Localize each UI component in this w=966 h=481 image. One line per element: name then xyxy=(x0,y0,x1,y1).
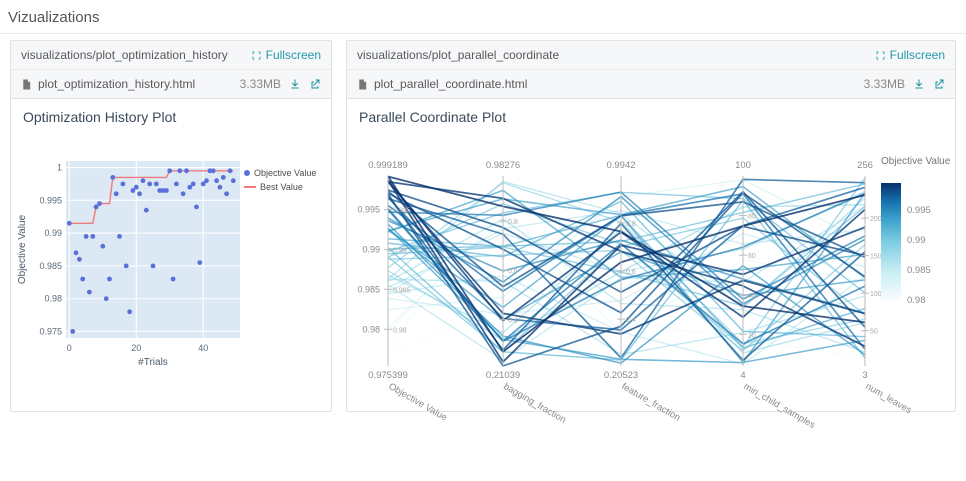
svg-text:1: 1 xyxy=(57,163,62,173)
svg-text:60: 60 xyxy=(748,253,756,260)
svg-text:0.985: 0.985 xyxy=(357,284,380,294)
svg-text:Objective Value: Objective Value xyxy=(17,214,28,284)
svg-text:0.6: 0.6 xyxy=(508,268,518,275)
svg-text:20: 20 xyxy=(748,332,756,339)
svg-text:0.98: 0.98 xyxy=(393,327,407,334)
svg-text:0.9942: 0.9942 xyxy=(606,160,635,171)
svg-text:0.999189: 0.999189 xyxy=(368,160,408,171)
svg-text:0.98: 0.98 xyxy=(907,295,926,306)
svg-text:0.995: 0.995 xyxy=(393,208,411,215)
svg-text:3: 3 xyxy=(862,370,867,381)
svg-text:0.99: 0.99 xyxy=(907,235,926,246)
svg-text:80: 80 xyxy=(748,214,756,221)
svg-text:0.99: 0.99 xyxy=(393,247,407,254)
svg-text:0.995: 0.995 xyxy=(39,195,62,205)
svg-text:bagging_fraction: bagging_fraction xyxy=(502,381,568,426)
svg-text:0.985: 0.985 xyxy=(393,287,411,294)
svg-text:0.995: 0.995 xyxy=(907,205,931,216)
svg-text:Objective Value: Objective Value xyxy=(387,381,450,423)
svg-text:4: 4 xyxy=(740,370,745,381)
svg-text:0.995: 0.995 xyxy=(357,205,380,215)
svg-text:0.99: 0.99 xyxy=(44,228,62,238)
svg-text:0.985: 0.985 xyxy=(39,261,62,271)
svg-text:100: 100 xyxy=(735,160,751,171)
svg-text:0.98: 0.98 xyxy=(362,324,380,334)
svg-text:0.6: 0.6 xyxy=(626,269,636,276)
svg-text:feature_fraction: feature_fraction xyxy=(620,381,683,424)
svg-text:20: 20 xyxy=(131,343,141,353)
svg-text:0.98276: 0.98276 xyxy=(486,160,520,171)
svg-text:0.99: 0.99 xyxy=(362,244,380,254)
svg-text:0.975: 0.975 xyxy=(39,326,62,336)
svg-text:0.975399: 0.975399 xyxy=(368,370,408,381)
svg-text:0.98: 0.98 xyxy=(44,294,62,304)
svg-text:Objective Value: Objective Value xyxy=(881,156,951,167)
svg-text:0: 0 xyxy=(67,343,72,353)
svg-text:0.21039: 0.21039 xyxy=(486,370,520,381)
svg-text:0.985: 0.985 xyxy=(907,265,931,276)
svg-text:0.4: 0.4 xyxy=(508,317,518,324)
svg-text:40: 40 xyxy=(198,343,208,353)
svg-text:0.20523: 0.20523 xyxy=(604,370,638,381)
svg-text:256: 256 xyxy=(857,160,873,171)
svg-text:50: 50 xyxy=(870,329,878,336)
svg-text:#Trials: #Trials xyxy=(138,357,168,366)
svg-text:40: 40 xyxy=(748,293,756,300)
svg-text:num_leaves: num_leaves xyxy=(864,381,914,416)
svg-text:0.8: 0.8 xyxy=(626,221,636,228)
svg-text:0.4: 0.4 xyxy=(626,317,636,324)
svg-text:0.8: 0.8 xyxy=(508,219,518,226)
svg-text:min_child_samples: min_child_samples xyxy=(742,381,818,431)
